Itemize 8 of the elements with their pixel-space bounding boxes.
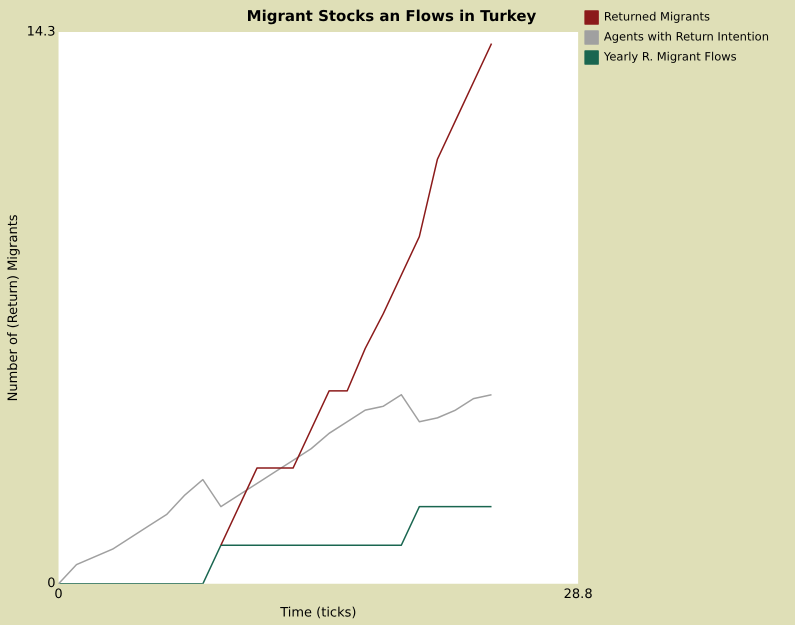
chart-title: Migrant Stocks an Flows in Turkey	[246, 6, 537, 25]
x-axis-title: Time (ticks)	[279, 606, 356, 621]
x-tick-label: 28.8	[564, 586, 593, 602]
legend-label: Returned Migrants	[604, 9, 710, 24]
y-tick-label: 14.3	[26, 24, 56, 40]
legend-label: Agents with Return Intention	[604, 29, 769, 44]
legend-label: Yearly R. Migrant Flows	[602, 49, 737, 64]
y-axis-title: Number of (Return) Migrants	[6, 214, 22, 402]
